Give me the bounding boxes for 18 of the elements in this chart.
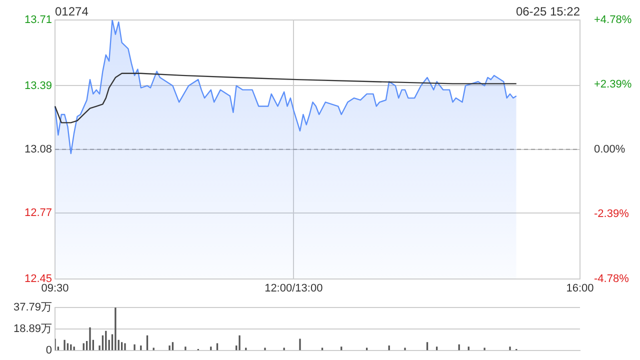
y-tick-label: 13.39 (24, 80, 52, 92)
y-tick-label: 13.71 (24, 14, 52, 26)
text: 06-25 15:22 (516, 4, 580, 18)
y-tick-label: 13.08 (24, 143, 52, 156)
y-tick-label: 12.77 (24, 207, 52, 220)
y-tick-label: 0 (46, 344, 52, 356)
y2-tick-label: +2.39% (594, 78, 632, 91)
y2-tick-label: -2.39% (594, 208, 630, 220)
y-tick-label: 12.45 (24, 272, 52, 285)
x-tick-label: 12:00/13:00 (264, 282, 323, 294)
x-tick-label: 16:00 (566, 282, 594, 294)
y2-tick-label: 0.00% (594, 143, 626, 156)
y-tick-label: 18.89万 (13, 323, 52, 336)
y-tick-label: 37.79万 (13, 302, 52, 314)
y2-tick-label: +4.78% (594, 14, 632, 26)
y2-tick-label: -4.78% (594, 272, 630, 285)
chart-title: 01274 (55, 4, 89, 18)
x-tick-label: 09:30 (41, 282, 69, 294)
